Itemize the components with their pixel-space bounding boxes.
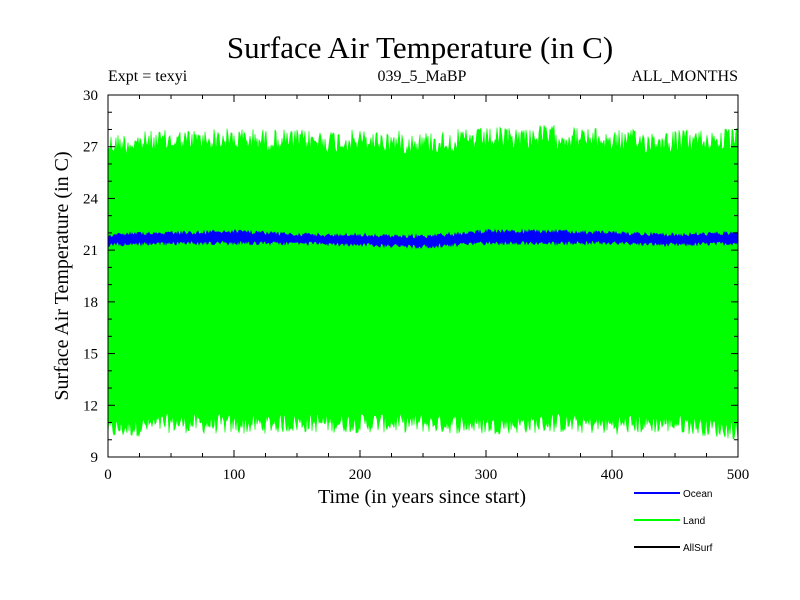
plot-area [107, 124, 739, 440]
legend-label-ocean: Ocean [683, 489, 712, 500]
x-tick-label: 0 [104, 467, 112, 483]
y-tick-label: 24 [83, 191, 99, 207]
x-tick-label: 500 [727, 467, 750, 483]
x-tick-label: 100 [223, 467, 246, 483]
experiment-label: Expt = texyi [108, 68, 188, 85]
run-label: 039_5_MaBP [378, 68, 467, 85]
x-tick-label: 300 [475, 467, 498, 483]
y-tick-label: 15 [83, 347, 98, 363]
y-tick-label: 30 [83, 88, 98, 104]
legend: Ocean Land AllSurf [634, 489, 713, 554]
y-tick-label: 18 [83, 295, 98, 311]
y-tick-label: 12 [83, 398, 98, 414]
series-land-band [107, 124, 739, 440]
legend-label-land: Land [683, 516, 705, 527]
x-axis-label: Time (in years since start) [318, 486, 526, 508]
x-tick-label: 200 [349, 467, 372, 483]
y-tick-label: 27 [83, 140, 99, 156]
y-axis-label: Surface Air Temperature (in C) [51, 151, 73, 400]
legend-label-allsurf: AllSurf [683, 543, 713, 554]
chart-title: Surface Air Temperature (in C) [227, 30, 613, 65]
y-tick-label: 21 [83, 243, 98, 259]
months-label: ALL_MONTHS [631, 68, 738, 85]
x-tick-label: 400 [601, 467, 624, 483]
y-tick-label: 9 [91, 450, 99, 466]
